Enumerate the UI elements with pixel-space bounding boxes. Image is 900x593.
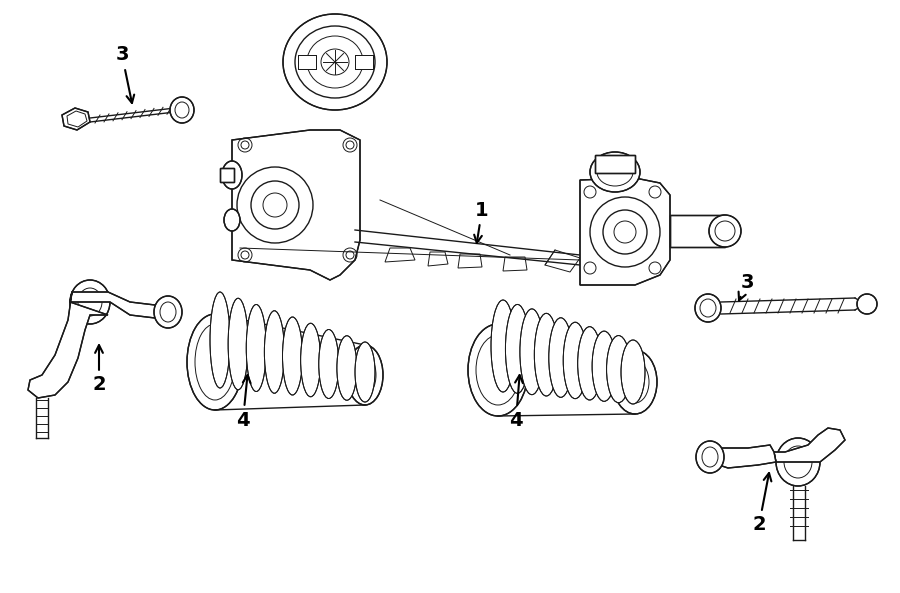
Ellipse shape [613,350,657,414]
Ellipse shape [265,311,284,393]
Ellipse shape [224,209,240,231]
Ellipse shape [247,304,266,391]
Polygon shape [706,445,776,468]
Bar [670,215,725,247]
Ellipse shape [696,441,724,473]
Ellipse shape [347,345,383,405]
Bar [220,168,234,182]
Ellipse shape [355,342,375,402]
Ellipse shape [70,280,110,324]
Ellipse shape [549,318,572,397]
Polygon shape [580,178,670,285]
Ellipse shape [319,330,338,398]
Ellipse shape [776,438,820,486]
Bar [298,55,316,69]
Bar [670,215,725,247]
Ellipse shape [491,300,515,392]
Ellipse shape [709,215,741,247]
Text: 3: 3 [115,46,134,103]
Bar [355,55,373,69]
Ellipse shape [857,294,877,314]
Ellipse shape [170,97,194,123]
Ellipse shape [590,152,640,192]
Polygon shape [62,108,90,130]
Bar [595,155,635,173]
Ellipse shape [228,298,248,390]
Ellipse shape [578,327,602,400]
Polygon shape [70,292,170,318]
Text: 2: 2 [92,345,106,394]
Bar [595,155,635,173]
Ellipse shape [222,161,242,189]
Text: 3: 3 [739,273,754,300]
Ellipse shape [535,313,558,396]
Polygon shape [232,130,360,280]
Ellipse shape [301,323,320,397]
Ellipse shape [520,309,544,395]
Ellipse shape [283,317,302,395]
Ellipse shape [210,292,230,388]
Ellipse shape [187,314,243,410]
Text: 4: 4 [236,375,250,429]
Ellipse shape [695,294,721,322]
Text: 2: 2 [752,473,771,534]
Ellipse shape [154,296,182,328]
Ellipse shape [563,322,587,398]
Bar [220,168,234,182]
Bar [298,55,316,69]
Bar [355,55,373,69]
Ellipse shape [337,336,357,400]
Ellipse shape [468,324,528,416]
Polygon shape [774,428,845,462]
Ellipse shape [506,304,529,393]
Ellipse shape [592,331,617,401]
Text: 4: 4 [509,375,523,429]
Ellipse shape [607,336,631,403]
Ellipse shape [621,340,645,404]
Text: 1: 1 [474,200,489,243]
Polygon shape [28,292,108,398]
Ellipse shape [283,14,387,110]
